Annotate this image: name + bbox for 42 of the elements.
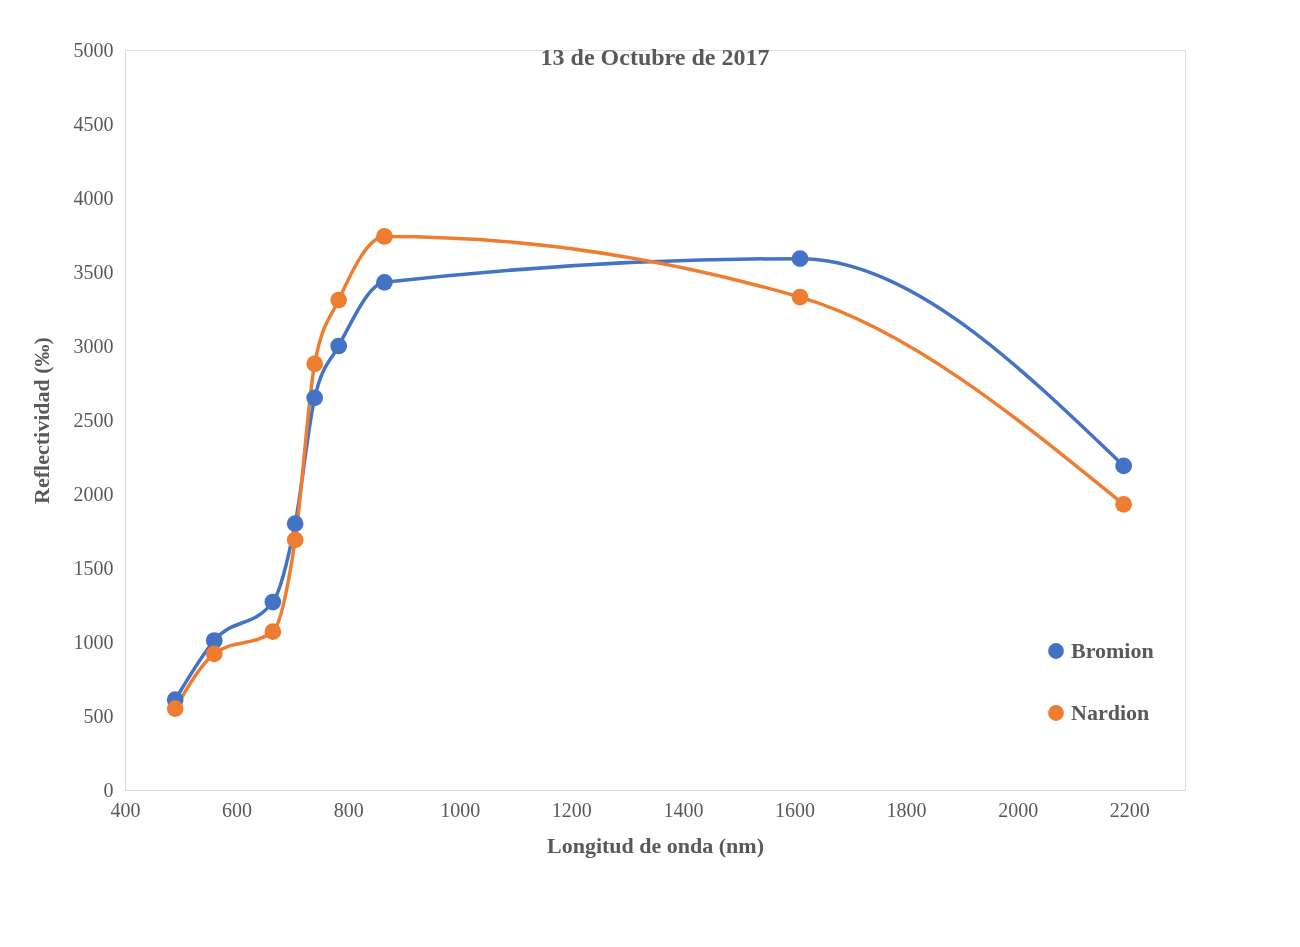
x-tick-label: 1000	[440, 798, 481, 821]
y-tick-label: 500	[83, 704, 114, 727]
point	[264, 593, 282, 611]
y-tick-label: 3000	[73, 334, 114, 357]
point	[306, 355, 324, 373]
chart-title: 13 de Octubre de 2017	[540, 44, 770, 70]
x-tick-label: 600	[222, 798, 253, 821]
x-tick-label: 800	[333, 798, 364, 821]
point	[330, 291, 348, 309]
point	[264, 623, 282, 640]
y-tick-label: 4000	[73, 186, 114, 209]
point	[791, 250, 809, 268]
x-tick-label: 1800	[886, 798, 927, 821]
point	[205, 645, 223, 663]
y-tick-label: 1500	[73, 556, 114, 579]
point	[286, 531, 304, 549]
x-tick-label: 1200	[551, 798, 592, 821]
y-tick-label: 1000	[73, 630, 114, 653]
y-axis-title: Reflectividad (‰)	[28, 337, 54, 504]
y-tick-label: 2500	[73, 408, 114, 431]
legend-label: Nardion	[1071, 700, 1150, 725]
x-tick-label: 1600	[774, 798, 815, 821]
point	[330, 337, 348, 355]
point	[286, 515, 304, 532]
x-tick-label: 2200	[1109, 798, 1150, 821]
y-tick-label: 3500	[73, 260, 114, 283]
y-tick-label: 2000	[73, 482, 114, 505]
point	[791, 288, 809, 306]
x-tick-label: 2000	[998, 798, 1039, 821]
point	[376, 274, 393, 291]
x-tick-label: 1400	[663, 798, 704, 821]
point	[1115, 496, 1132, 513]
x-axis-title: Longitud de onda (nm)	[546, 832, 765, 858]
point	[376, 228, 393, 245]
point	[1115, 457, 1132, 475]
point	[306, 389, 324, 407]
legend-label: Bromion	[1071, 638, 1154, 663]
y-tick-label: 5000	[73, 38, 114, 61]
x-tick-label: 400	[110, 798, 141, 821]
y-tick-label: 4500	[73, 112, 114, 135]
point	[166, 700, 184, 717]
y-tick-label: 0	[103, 778, 114, 801]
